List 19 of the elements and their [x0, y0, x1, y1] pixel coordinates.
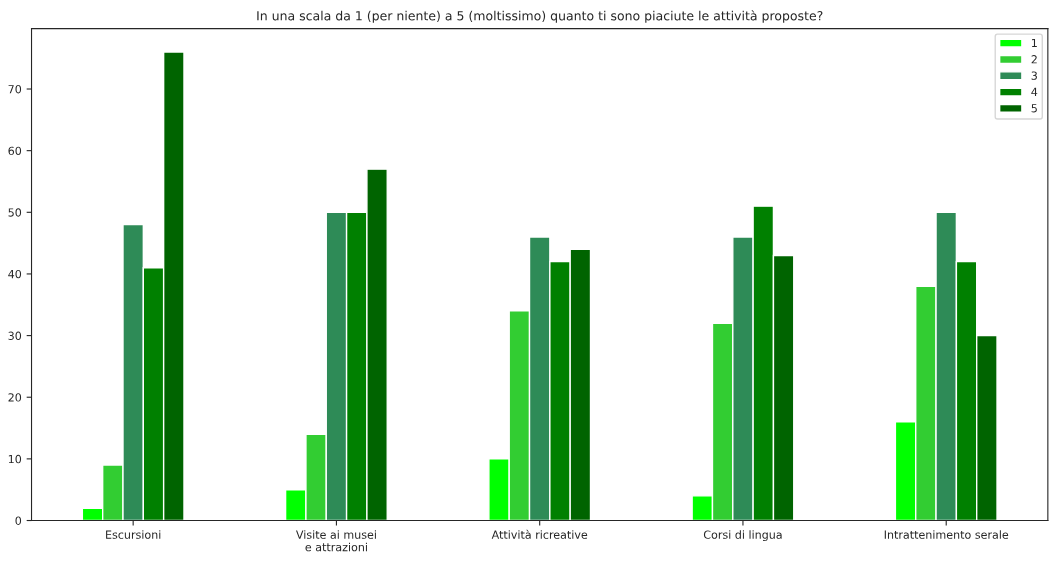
y-tick-label: 50 [8, 208, 22, 217]
legend-label: 3 [1031, 71, 1037, 80]
x-tick-label: Intrattenimento serale [884, 530, 1009, 539]
chart-title: In una scala da 1 (per niente) a 5 (moltissimo) quanto ti sono piaciute le attività proposte? [257, 10, 823, 23]
legend-label: 5 [1031, 104, 1037, 113]
y-tick-label: 0 [15, 516, 22, 525]
y-tick-label: 60 [8, 146, 22, 156]
y-tick-label: 70 [8, 84, 22, 94]
y-tick-label: 20 [8, 393, 22, 402]
x-tick-label: Visite ai musei e attrazioni [295, 530, 376, 552]
y-tick-label: 30 [8, 331, 22, 340]
y-tick-label: 10 [8, 454, 22, 464]
legend-label: 1 [1032, 38, 1037, 48]
y-tick-label: 40 [8, 269, 22, 279]
legend-label: 2 [1031, 55, 1037, 64]
legend-label: 4 [1031, 87, 1038, 96]
x-tick-label: Corsi di lingua [703, 530, 782, 541]
x-tick-label: Escursioni [106, 530, 161, 539]
x-tick-label: Attività ricreative [491, 529, 588, 539]
